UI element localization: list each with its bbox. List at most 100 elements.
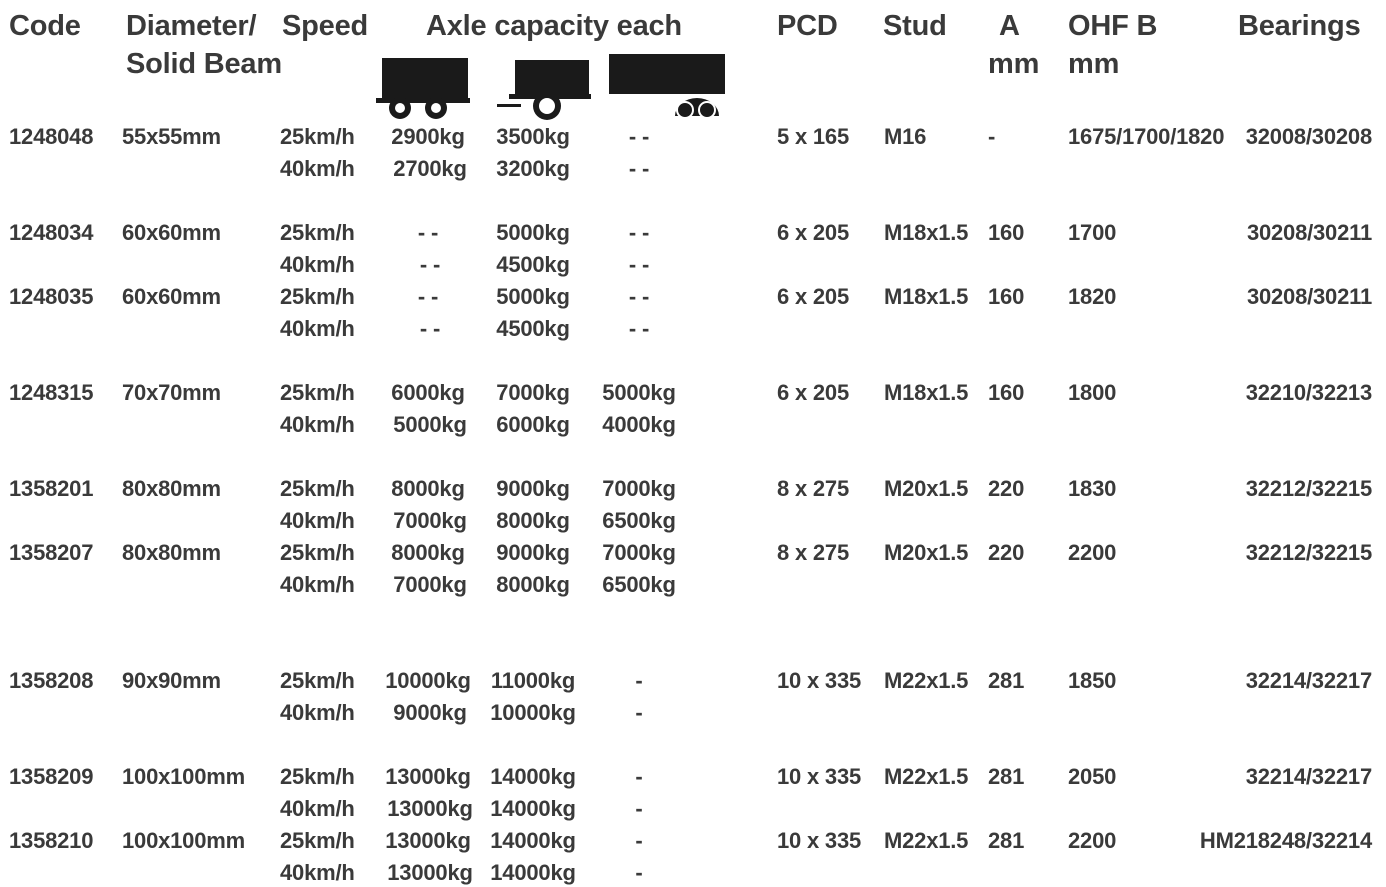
cell-ohf: 2200: [1068, 540, 1117, 565]
header-ohf-line1: OHF B: [1068, 10, 1158, 42]
cell-bearings: 30208/30211: [1246, 220, 1372, 245]
cell-capacity-twin-25: - -: [417, 220, 439, 245]
cell-a: 160: [988, 220, 1025, 245]
header-stud: Stud: [883, 10, 947, 42]
cell-capacity-single-25: 11000kg: [490, 668, 576, 693]
cell-capacity-twin-25: 10000kg: [385, 668, 471, 693]
cell-capacity-tandem-25: - -: [628, 284, 650, 309]
header-bearings: Bearings: [1238, 10, 1361, 42]
cell-a: 160: [988, 380, 1025, 405]
cell-capacity-single-25: 14000kg: [490, 764, 576, 789]
cell-stud: M22x1.5: [884, 668, 969, 693]
cell-capacity-tandem-25: -: [635, 828, 643, 853]
cell-code: 1248034: [9, 220, 94, 245]
cell-capacity-twin-40: 2700kg: [393, 156, 467, 181]
cell-capacity-single-25: 9000kg: [496, 540, 570, 565]
cell-a: 220: [988, 476, 1025, 501]
cell-a: 281: [988, 828, 1025, 853]
cell-speed-25: 25km/h: [280, 764, 355, 789]
cell-capacity-single-40: 4500kg: [496, 316, 570, 341]
cell-speed-40: 40km/h: [280, 508, 355, 533]
cell-pcd: 10 x 335: [777, 764, 862, 789]
cell-diameter: 80x80mm: [122, 540, 221, 565]
cell-diameter: 70x70mm: [122, 380, 221, 405]
cell-capacity-tandem-25: -: [635, 668, 643, 693]
cell-bearings: 32008/30208: [1245, 124, 1372, 149]
cell-stud: M18x1.5: [884, 284, 969, 309]
cell-diameter: 80x80mm: [122, 476, 221, 501]
cell-capacity-twin-40: - -: [419, 252, 441, 277]
cell-capacity-single-40: 4500kg: [496, 252, 570, 277]
cell-speed-40: 40km/h: [280, 860, 355, 885]
cell-capacity-tandem-40: -: [635, 700, 643, 725]
cell-capacity-tandem-40: - -: [628, 156, 650, 181]
header-diameter-line2: Solid Beam: [126, 48, 282, 80]
cell-a: -: [988, 124, 996, 149]
cell-capacity-tandem-25: -: [635, 764, 643, 789]
cell-diameter: 100x100mm: [122, 828, 245, 853]
cell-ohf: 1850: [1068, 668, 1117, 693]
cell-capacity-tandem-40: - -: [628, 316, 650, 341]
cell-pcd: 6 x 205: [777, 284, 850, 309]
cell-capacity-single-40: 3200kg: [496, 156, 570, 181]
cell-capacity-twin-25: 13000kg: [385, 828, 471, 853]
cell-bearings: 32212/32215: [1245, 540, 1372, 565]
cell-speed-40: 40km/h: [280, 252, 355, 277]
cell-speed-40: 40km/h: [280, 572, 355, 597]
cell-ohf: 1800: [1068, 380, 1117, 405]
cell-pcd: 10 x 335: [777, 828, 862, 853]
cell-diameter: 100x100mm: [122, 764, 245, 789]
cell-capacity-twin-25: - -: [417, 284, 439, 309]
cell-pcd: 10 x 335: [777, 668, 862, 693]
tandem-axle-trailer-icon: [609, 54, 725, 119]
cell-capacity-twin-40: 7000kg: [393, 572, 467, 597]
header-ohf-line2: mm: [1068, 48, 1120, 80]
cell-pcd: 6 x 205: [777, 220, 850, 245]
cell-a: 160: [988, 284, 1025, 309]
cell-capacity-twin-40: - -: [419, 316, 441, 341]
cell-pcd: 8 x 275: [777, 540, 850, 565]
cell-speed-40: 40km/h: [280, 316, 355, 341]
cell-bearings: HM218248/32214: [1199, 828, 1372, 853]
cell-code: 1358209: [9, 764, 94, 789]
cell-speed-25: 25km/h: [280, 668, 355, 693]
cell-capacity-twin-25: 8000kg: [391, 540, 465, 565]
cell-bearings: 30208/30211: [1246, 284, 1372, 309]
cell-bearings: 32214/32217: [1245, 668, 1372, 693]
cell-pcd: 5 x 165: [777, 124, 850, 149]
cell-capacity-tandem-40: 6500kg: [602, 572, 676, 597]
cell-capacity-twin-25: 13000kg: [385, 764, 471, 789]
cell-capacity-single-40: 8000kg: [496, 572, 570, 597]
header-code: Code: [9, 10, 81, 42]
cell-speed-40: 40km/h: [280, 156, 355, 181]
twin-axle-trailer-icon: [376, 58, 470, 119]
cell-stud: M22x1.5: [884, 764, 969, 789]
cell-capacity-twin-40: 7000kg: [393, 508, 467, 533]
cell-speed-25: 25km/h: [280, 124, 355, 149]
cell-speed-25: 25km/h: [280, 476, 355, 501]
cell-speed-25: 25km/h: [280, 220, 355, 245]
cell-capacity-single-25: 5000kg: [496, 284, 570, 309]
cell-stud: M18x1.5: [884, 380, 969, 405]
cell-capacity-single-40: 6000kg: [496, 412, 570, 437]
cell-speed-25: 25km/h: [280, 540, 355, 565]
cell-capacity-twin-40: 13000kg: [387, 796, 473, 821]
cell-capacity-single-25: 9000kg: [496, 476, 570, 501]
cell-capacity-single-40: 8000kg: [496, 508, 570, 533]
header-pcd: PCD: [777, 10, 838, 42]
cell-pcd: 6 x 205: [777, 380, 850, 405]
cell-a: 281: [988, 668, 1025, 693]
cell-capacity-tandem-25: 7000kg: [602, 540, 676, 565]
cell-capacity-single-40: 14000kg: [490, 796, 576, 821]
cell-capacity-twin-40: 5000kg: [393, 412, 467, 437]
cell-stud: M22x1.5: [884, 828, 969, 853]
cell-capacity-twin-25: 8000kg: [391, 476, 465, 501]
cell-capacity-tandem-25: - -: [628, 220, 650, 245]
single-axle-trailer-icon: [497, 60, 591, 120]
cell-code: 1358207: [9, 540, 94, 565]
cell-stud: M18x1.5: [884, 220, 969, 245]
cell-stud: M20x1.5: [884, 476, 969, 501]
cell-a: 220: [988, 540, 1025, 565]
cell-diameter: 60x60mm: [122, 220, 221, 245]
